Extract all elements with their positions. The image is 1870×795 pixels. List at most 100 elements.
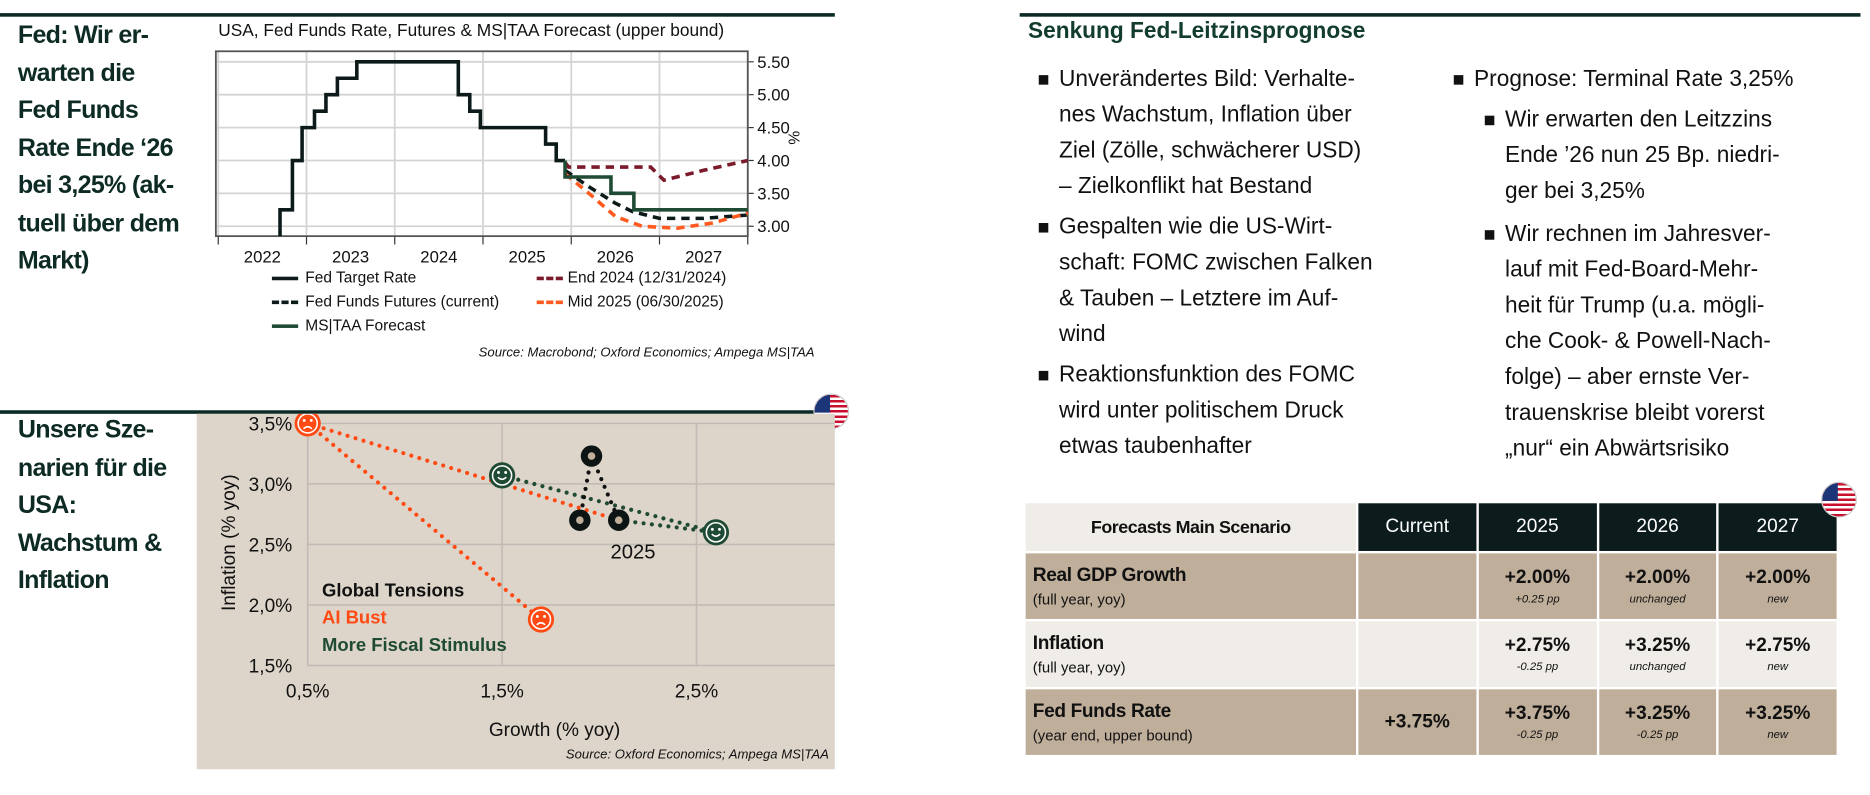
bullet-item: Unverändertes Bild: Verhalte- nes Wachst…: [1038, 62, 1362, 205]
bullet-text: Reaktionsfunktion des FOMC wird unter po…: [1059, 362, 1355, 460]
cell-note: -0.25 pp: [1516, 660, 1559, 674]
x-tick-label: 2,5%: [675, 682, 719, 703]
row-label: Real GDP Growth (full year, yoy): [1025, 553, 1356, 619]
face-eye: [302, 418, 306, 422]
cell-note: unchanged: [1629, 660, 1686, 674]
donut-hole: [587, 452, 596, 460]
title-line: Rate Ende ‘26: [17, 134, 174, 162]
bullet-text: Wir rechnen im Jahresver- lauf mit Fed-B…: [1505, 221, 1771, 462]
scenario-chart-source: Source: Oxford Economics; Ampega MS|TAA: [565, 747, 829, 763]
cell-value: +2.00%: [1745, 567, 1811, 588]
title-line: Fed: Wir er-: [17, 21, 149, 49]
face-eye: [535, 615, 539, 618]
title-line: bei 3,25% (ak-: [17, 171, 174, 200]
right-heading: Senkung Fed-Leitzinsprognose: [1028, 19, 1366, 45]
x-tick-label: 0,5%: [286, 682, 330, 703]
cell-value: +3.25%: [1624, 635, 1691, 656]
scenario-chart: 1,5% 2,0% 2,5% 3,0% 3,5% 0,5% 1,5% 2,5% Growth (…: [219, 413, 835, 741]
cell-value: +3.25%: [1745, 703, 1811, 724]
row-title: Real GDP Growth: [1032, 564, 1187, 585]
connector-line: [499, 473, 719, 535]
header-cell: 2026: [1598, 503, 1717, 551]
series-line-fed-target-rate: [278, 59, 566, 237]
cell: +3.25% -0.25 pp: [1598, 689, 1717, 755]
fed-chart-title: USA, Fed Funds Rate, Futures & MS|TAA Fo…: [218, 21, 725, 41]
legend-label: More Fiscal Stimulus: [322, 634, 507, 655]
connector-line: [589, 453, 621, 523]
cell: +2.75% new: [1718, 621, 1837, 687]
face-outline: [705, 522, 727, 543]
face-outline: [491, 465, 513, 486]
row-subtitle: (year end, upper bound): [1032, 726, 1193, 744]
title-line: narien für die: [17, 453, 167, 482]
title-line: Wachstum &: [17, 528, 162, 557]
cell-note: unchanged: [1629, 592, 1686, 606]
cell: +2.00% new: [1718, 553, 1837, 619]
x-tick-label: 2024: [420, 247, 457, 266]
y-tick-label: 3.50: [757, 184, 789, 203]
plot-frame: [214, 50, 749, 238]
face-eye: [718, 527, 721, 531]
series-line-end-2024-12-31-2024-: [563, 158, 749, 183]
sub-bullet-item: Wir rechnen im Jahresver- lauf mit Fed-B…: [1484, 217, 1771, 467]
section-divider: [1019, 13, 1861, 17]
cell: [1358, 553, 1477, 619]
donut-hole: [614, 516, 623, 525]
connector-line: [577, 453, 594, 523]
y-tick-label: 3,0%: [249, 475, 293, 496]
x-tick-label: 2026: [597, 247, 634, 266]
x-tick-label: 2025: [509, 247, 546, 266]
fed-funds-chart: 3.00 3.50 4.00 4.50 5.00 5.50 2022 2023 2024 2025…: [214, 50, 790, 266]
face-eye: [543, 615, 546, 618]
x-tick-label: 1,5%: [480, 682, 524, 703]
x-tick-label: 2027: [685, 247, 722, 266]
cell-value: +3.25%: [1624, 703, 1691, 724]
title-line: tuell über dem: [17, 209, 180, 237]
y-tick-label: 5.50: [757, 53, 789, 72]
bullet-icon: [1484, 115, 1495, 126]
legend-swatch: [536, 300, 563, 305]
x-tick-label: 2023: [332, 247, 369, 266]
cell: +2.00% unchanged: [1598, 553, 1717, 619]
face-outline: [297, 413, 319, 434]
row-title: Inflation: [1032, 632, 1104, 653]
fed-section-title: Fed: Wir er- warten die Fed Funds Rate E…: [17, 17, 180, 280]
bullet-item: Gespalten wie die US-Wirt- schaft: FOMC …: [1038, 210, 1373, 353]
connector-line: [616, 518, 719, 535]
scenario-section-title: Unsere Sze- narien für die USA: Wachstum…: [18, 411, 167, 599]
face-mouth: [497, 476, 507, 481]
cell: +3.75%: [1358, 689, 1477, 755]
row-title: Fed Funds Rate: [1032, 700, 1171, 721]
title-line: USA:: [17, 491, 77, 519]
row-label: Inflation (full year, yoy): [1025, 621, 1356, 687]
y-tick-label: 2,5%: [249, 536, 293, 557]
bullet-icon: [1038, 223, 1049, 233]
cell-value: +3.75%: [1504, 703, 1571, 724]
cell: +2.00% +0.25 pp: [1478, 553, 1597, 619]
title-line: Fed Funds: [17, 96, 139, 125]
bullet-text: Gespalten wie die US-Wirt- schaft: FOMC …: [1059, 214, 1373, 348]
legend-label: End 2024 (12/31/2024): [567, 268, 727, 287]
cell-value: +2.75%: [1504, 635, 1571, 656]
legend-label: Mid 2025 (06/30/2025): [567, 292, 724, 311]
row-subtitle: (full year, yoy): [1032, 590, 1126, 608]
series-line-ms-taa-forecast: [563, 160, 748, 212]
face-mouth: [536, 621, 546, 626]
bullet-text: Unverändertes Bild: Verhalte- nes Wachst…: [1059, 66, 1362, 200]
y-tick-label: 3.00: [757, 217, 789, 236]
y-axis-label: Inflation (% yoy): [219, 474, 240, 611]
bullet-icon: [1453, 75, 1464, 85]
cell-note: -0.25 pp: [1636, 728, 1679, 742]
cell: +3.25% new: [1718, 689, 1837, 755]
legend-label: Fed Target Rate: [305, 268, 417, 287]
forecast-table: Forecasts Main Scenario Current 2025 202…: [1023, 501, 1839, 757]
legend-swatch: [271, 300, 299, 305]
y-axis-label: %: [785, 130, 803, 145]
cell-value: +2.00%: [1624, 567, 1691, 588]
table-header: Forecasts Main Scenario Current 2025 202…: [1025, 503, 1837, 551]
bullet-icon: [1484, 230, 1495, 240]
x-tick-label: 2022: [244, 247, 281, 266]
cell-note: new: [1767, 728, 1789, 742]
header-cell: Forecasts Main Scenario: [1025, 503, 1356, 551]
